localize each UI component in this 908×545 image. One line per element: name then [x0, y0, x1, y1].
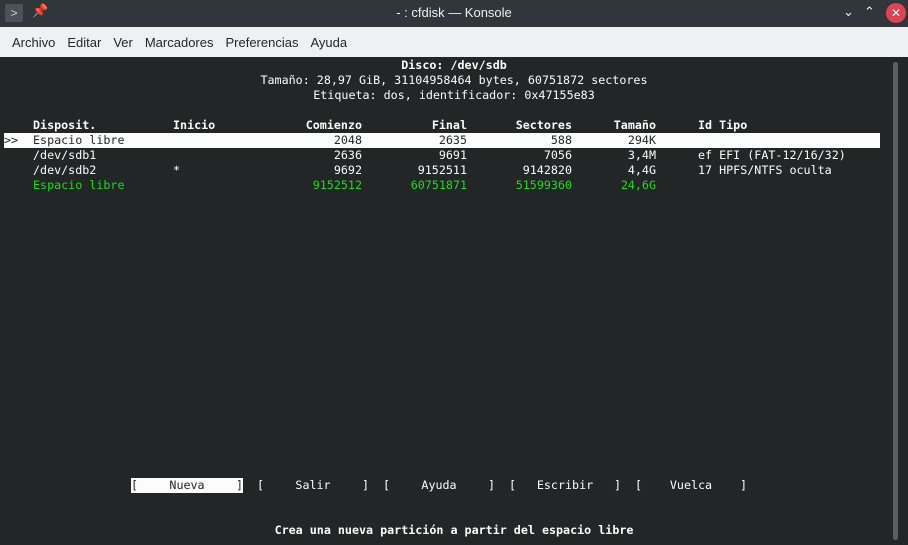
cell-sectors: 9142820	[522, 163, 572, 177]
cell-end: 9691	[438, 148, 467, 162]
menu-marcadores[interactable]: Marcadores	[144, 34, 214, 50]
cell-boot: *	[173, 163, 181, 177]
table-row[interactable]: /dev/sdb1 2636 9691 7056 3,4M ef EFI (FA…	[4, 148, 880, 163]
table-row[interactable]: /dev/sdb2 * 9692 9152511 9142820 4,4G 17…	[4, 163, 880, 178]
nueva-button[interactable]: [Nueva]	[131, 478, 243, 493]
ayuda-button[interactable]: [Ayuda]	[383, 478, 495, 492]
header-boot: Inicio	[173, 118, 216, 132]
cell-device: /dev/sdb1	[33, 148, 97, 162]
minimize-icon[interactable]: ⌄	[843, 4, 854, 19]
cell-device: Espacio libre	[33, 178, 125, 192]
terminal-icon[interactable]: >	[5, 4, 23, 22]
cell-size: 24,6G	[620, 178, 656, 192]
cell-sectors: 51599360	[515, 178, 572, 192]
cell-end: 9152511	[417, 163, 467, 177]
terminal[interactable]: Disco: /dev/sdb Tamaño: 28,97 GiB, 31104…	[0, 57, 908, 545]
menu-archivo[interactable]: Archivo	[12, 34, 56, 50]
cell-end: 60751871	[410, 178, 467, 192]
vuelca-button[interactable]: [Vuelca]	[635, 478, 747, 492]
cell-start: 2048	[333, 133, 362, 147]
menu-ayuda[interactable]: Ayuda	[310, 34, 348, 50]
hint-text: Crea una nueva partición a partir del es…	[274, 523, 634, 537]
escribir-button[interactable]: [Escribir]	[509, 478, 621, 492]
cursor: >>	[4, 133, 19, 147]
menu-editar[interactable]: Editar	[67, 34, 102, 50]
cell-sectors: 7056	[543, 148, 572, 162]
header-end: Final	[431, 118, 467, 132]
title-bar: > 📌 - : cfdisk — Konsole ⌄ ⌃ ✕	[0, 0, 908, 27]
table-row[interactable]: >> Espacio libre 2048 2635 588 294K	[4, 133, 880, 148]
cell-start: 9152512	[312, 178, 362, 192]
cell-size: 294K	[627, 133, 656, 147]
cell-device: Espacio libre	[33, 133, 125, 147]
maximize-icon[interactable]: ⌃	[864, 4, 875, 19]
header-type: Id Tipo	[698, 118, 748, 132]
menu-bar: Archivo Editar Ver Marcadores Preferenci…	[0, 27, 908, 57]
table-row[interactable]: Espacio libre 9152512 60751871 51599360 …	[4, 178, 880, 193]
cell-type: 17 HPFS/NTFS oculta	[698, 163, 832, 177]
scrollbar[interactable]	[893, 62, 898, 540]
cell-start: 9692	[333, 163, 362, 177]
pin-icon[interactable]: 📌	[32, 3, 49, 18]
header-device: Disposit.	[33, 118, 97, 132]
cell-size: 3,4M	[627, 148, 656, 162]
cell-type: ef EFI (FAT-12/16/32)	[698, 148, 846, 162]
disk-size: Tamaño: 28,97 GiB, 31104958464 bytes, 60…	[260, 73, 648, 87]
cell-sectors: 588	[550, 133, 572, 147]
header-sectors: Sectores	[515, 118, 572, 132]
window-title: - : cfdisk — Konsole	[396, 5, 512, 20]
disk-header: Disco: /dev/sdb	[401, 58, 507, 72]
salir-button[interactable]: [Salir]	[257, 478, 369, 492]
menu-ver[interactable]: Ver	[113, 34, 133, 50]
cell-start: 2636	[333, 148, 362, 162]
cell-end: 2635	[438, 133, 467, 147]
header-start: Comienzo	[305, 118, 362, 132]
menu-preferencias[interactable]: Preferencias	[225, 34, 299, 50]
close-icon[interactable]: ✕	[886, 3, 906, 23]
cell-device: /dev/sdb2	[33, 163, 97, 177]
disk-label: Etiqueta: dos, identificador: 0x47155e83	[313, 88, 595, 102]
header-size: Tamaño	[613, 118, 656, 132]
cell-size: 4,4G	[627, 163, 656, 177]
